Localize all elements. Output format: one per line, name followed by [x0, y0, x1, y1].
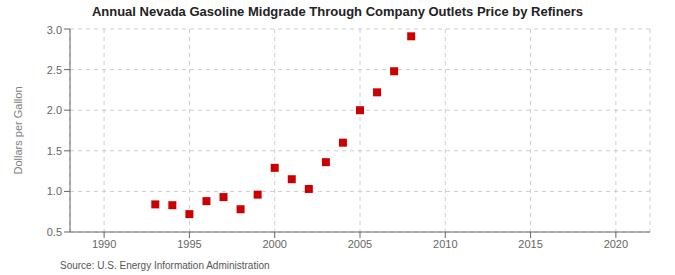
svg-text:2015: 2015: [518, 238, 542, 250]
svg-text:3.0: 3.0: [47, 24, 62, 36]
svg-text:2005: 2005: [348, 238, 372, 250]
svg-text:1.0: 1.0: [47, 185, 62, 197]
svg-text:2010: 2010: [433, 238, 457, 250]
svg-text:1995: 1995: [177, 238, 201, 250]
svg-text:2.5: 2.5: [47, 64, 62, 76]
svg-text:2.0: 2.0: [47, 104, 62, 116]
svg-text:2020: 2020: [604, 238, 628, 250]
svg-text:0.5: 0.5: [47, 226, 62, 238]
svg-text:1.5: 1.5: [47, 145, 62, 157]
svg-text:1990: 1990: [92, 238, 116, 250]
svg-text:2000: 2000: [262, 238, 286, 250]
html-text:Annual Nevada Gasoline Midgrad: Annual Nevada Gasoline Midgrade Through …: [91, 4, 584, 19]
html-text:Source: U.S. Energy Informatio: Source: U.S. Energy Information Administ…: [60, 260, 270, 271]
svg-text:Dollars per Gallon: Dollars per Gallon: [12, 86, 24, 174]
